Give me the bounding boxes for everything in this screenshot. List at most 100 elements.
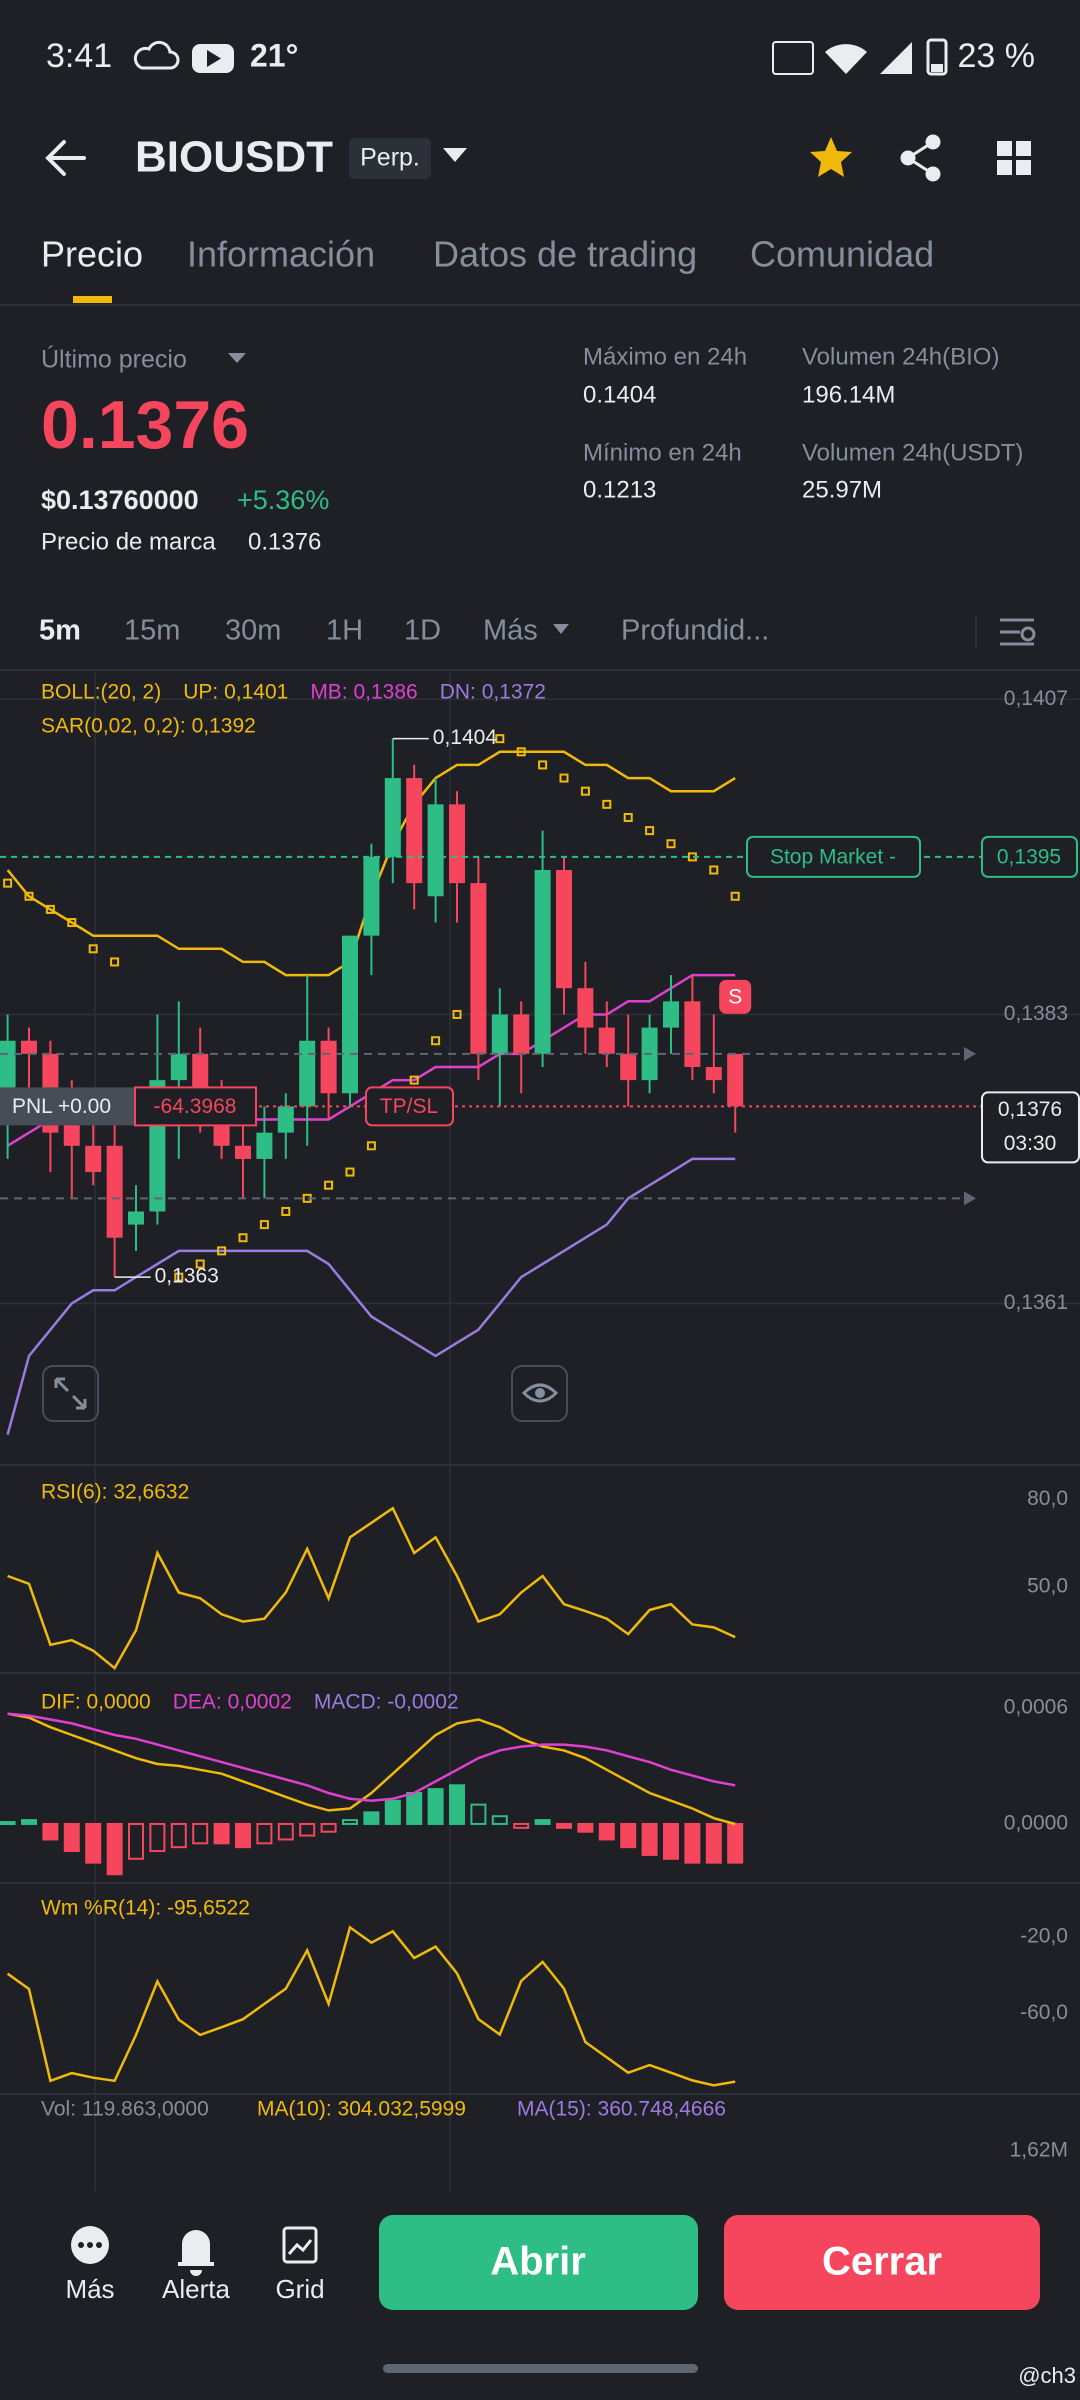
y-tick-label: 0,1407 — [1004, 687, 1068, 710]
macd-bar — [684, 1822, 701, 1864]
close-button-label[interactable]: Cerrar — [822, 2240, 942, 2284]
sar-dot — [709, 865, 719, 875]
candle-body — [406, 778, 423, 884]
macd-bar — [192, 1822, 209, 1845]
interval[interactable]: Profundid... — [621, 615, 769, 647]
candle-body — [598, 1027, 615, 1054]
signal-label: S — [728, 985, 742, 1008]
expand-button[interactable] — [42, 1365, 99, 1422]
alert-icon[interactable] — [178, 2230, 214, 2276]
legend-entry: SAR(0,02, 0,2): 0,1392 — [41, 715, 256, 738]
sar-dot — [645, 826, 655, 836]
stop-label: Stop Market - — [770, 845, 896, 868]
sar-dot — [559, 773, 569, 783]
signal-marker — [719, 979, 752, 1014]
stop-box — [746, 835, 921, 878]
sar-dot — [409, 1075, 419, 1085]
macd-bar — [491, 1815, 508, 1825]
macd-bar — [256, 1822, 273, 1845]
y-tick-label: -20,0 — [1020, 1925, 1068, 1948]
watermark: @ch3 — [1018, 2363, 1076, 2388]
visibility-button[interactable] — [511, 1365, 568, 1422]
tab[interactable]: Información — [187, 234, 375, 275]
sar-dot — [195, 1259, 205, 1269]
interval[interactable]: 30m — [225, 615, 281, 647]
sar-dot — [666, 839, 676, 849]
stat-label: Mínimo en 24h — [583, 439, 742, 466]
price-dropdown[interactable] — [228, 353, 246, 363]
macd-bar — [21, 1819, 37, 1825]
last-price-label: 0,1376 — [998, 1098, 1062, 1121]
candle-body — [513, 1014, 530, 1054]
nav-label[interactable]: Más — [65, 2274, 114, 2304]
sar-dot — [324, 1180, 334, 1190]
more-dropdown[interactable] — [553, 624, 569, 634]
legend-entry: Wm %R(14): -95,6522 — [41, 1897, 250, 1920]
sar-dot — [217, 1246, 227, 1256]
sar-dot — [602, 799, 612, 809]
macd-bar — [641, 1822, 658, 1856]
y-tick-label: 80,0 — [1027, 1487, 1068, 1510]
macd-bar — [705, 1822, 722, 1864]
y-tick-label: 50,0 — [1027, 1574, 1068, 1597]
symbol[interactable]: BIOUSDT — [135, 133, 333, 182]
indicator-line — [7, 1506, 736, 1671]
tab-indicator — [73, 296, 112, 303]
tab[interactable]: Datos de trading — [433, 234, 697, 275]
sar-dot — [174, 1272, 184, 1282]
volume-legend: Vol: 119.863,0000 — [41, 2098, 209, 2121]
open-button-label[interactable]: Abrir — [490, 2240, 586, 2284]
sar-dot — [24, 891, 34, 901]
candle-body — [85, 1145, 102, 1173]
candle-body — [320, 1040, 337, 1094]
macd-bar — [363, 1811, 380, 1825]
sar-dot — [259, 1220, 269, 1230]
y-tick-label: 0,0000 — [1004, 1812, 1068, 1835]
macd-bar — [427, 1788, 444, 1825]
y-tick-label: 0,1361 — [1004, 1291, 1068, 1314]
legend-entry: UP: 0,1401 — [183, 681, 288, 704]
candle-body — [384, 778, 401, 857]
battery-icon — [926, 38, 948, 76]
contract-badge — [349, 138, 431, 179]
interval[interactable]: 5m — [39, 615, 81, 647]
macd-bar — [513, 1822, 530, 1829]
close-button[interactable] — [724, 2215, 1040, 2310]
grid-icon[interactable] — [282, 2226, 318, 2264]
more-icon[interactable] — [71, 2226, 109, 2264]
favorite-star[interactable] — [810, 137, 852, 177]
candle-body — [363, 856, 380, 936]
share-button[interactable] — [900, 134, 941, 182]
volume-legend: MA(10): 304.032,5999 — [257, 2098, 466, 2121]
amount-label: -64.3968 — [154, 1095, 237, 1118]
symbol-dropdown[interactable] — [443, 148, 467, 162]
candle-body — [705, 1067, 722, 1081]
chart-settings[interactable] — [1000, 618, 1036, 646]
layout-button[interactable] — [997, 141, 1031, 175]
open-button[interactable] — [379, 2215, 698, 2310]
tab[interactable]: Comunidad — [750, 234, 934, 275]
indicator-line — [6, 1157, 736, 1436]
back-button[interactable] — [45, 140, 86, 176]
interval[interactable]: Más — [483, 615, 538, 647]
nav-label[interactable]: Alerta — [162, 2274, 230, 2304]
interval[interactable]: 15m — [124, 615, 180, 647]
youtube-play — [207, 50, 221, 67]
macd-bar — [149, 1822, 166, 1853]
sar-dot — [88, 944, 98, 954]
stat-label: Volumen 24h(USDT) — [802, 439, 1023, 466]
tab[interactable]: Precio — [41, 234, 143, 275]
interval[interactable]: 1H — [326, 615, 363, 647]
sar-dot — [623, 812, 633, 822]
sar-dot — [452, 1009, 462, 1019]
sar-dot — [67, 918, 77, 928]
reference-arrow — [964, 1191, 976, 1206]
reference-arrow — [964, 1046, 976, 1061]
legend-entry: MB: 0,1386 — [310, 681, 417, 704]
stat-value: 0.1404 — [583, 381, 656, 408]
pnl-label: PNL +0.00 — [12, 1095, 111, 1118]
sar-dot — [238, 1233, 248, 1243]
nav-label[interactable]: Grid — [275, 2274, 324, 2304]
interval[interactable]: 1D — [404, 615, 441, 647]
macd-bar — [406, 1792, 423, 1825]
